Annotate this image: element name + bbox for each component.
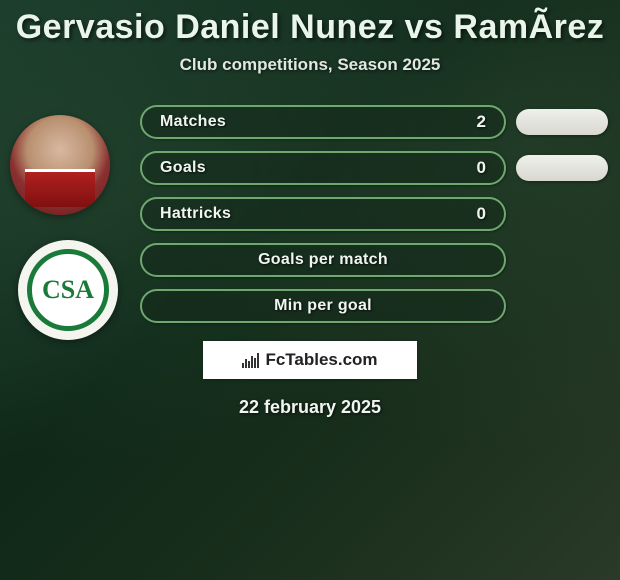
page-subtitle: Club competitions, Season 2025: [0, 55, 620, 75]
stat-row-hattricks: Hattricks 0: [140, 197, 608, 231]
stats-rows: Matches 2 Goals 0 Hattricks 0: [140, 105, 608, 323]
stat-pill-goals: Goals 0: [140, 151, 506, 185]
content-container: Gervasio Daniel Nunez vs RamÃ­rez Club c…: [0, 0, 620, 418]
stat-value: 0: [477, 204, 486, 224]
stat-row-matches: Matches 2: [140, 105, 608, 139]
stat-label: Goals: [160, 159, 206, 177]
stat-value: 0: [477, 158, 486, 178]
fctables-logo: FcTables.com: [203, 341, 417, 379]
page-title: Gervasio Daniel Nunez vs RamÃ­rez: [0, 8, 620, 47]
logo-text: FcTables.com: [265, 350, 377, 370]
club-badge-text: CSA: [27, 249, 109, 331]
stat-pill-hattricks: Hattricks 0: [140, 197, 506, 231]
stat-pill-mpg: Min per goal: [140, 289, 506, 323]
stat-label: Matches: [160, 113, 226, 131]
stat-label: Hattricks: [160, 205, 231, 223]
stat-pill-matches: Matches 2: [140, 105, 506, 139]
player1-avatar: [10, 115, 110, 215]
stat-row-goals: Goals 0: [140, 151, 608, 185]
stat-row-min-per-goal: Min per goal: [140, 289, 608, 323]
stat-label: Goals per match: [258, 251, 388, 269]
side-pill: [516, 109, 608, 135]
stat-row-goals-per-match: Goals per match: [140, 243, 608, 277]
chart-icon: [242, 352, 259, 368]
stat-value: 2: [477, 112, 486, 132]
stats-area: CSA Matches 2 Goals 0 Hattricks: [0, 105, 620, 323]
side-pill: [516, 155, 608, 181]
stat-pill-gpm: Goals per match: [140, 243, 506, 277]
date-text: 22 february 2025: [0, 397, 620, 418]
stat-label: Min per goal: [274, 297, 372, 315]
player2-club-badge: CSA: [18, 240, 118, 340]
